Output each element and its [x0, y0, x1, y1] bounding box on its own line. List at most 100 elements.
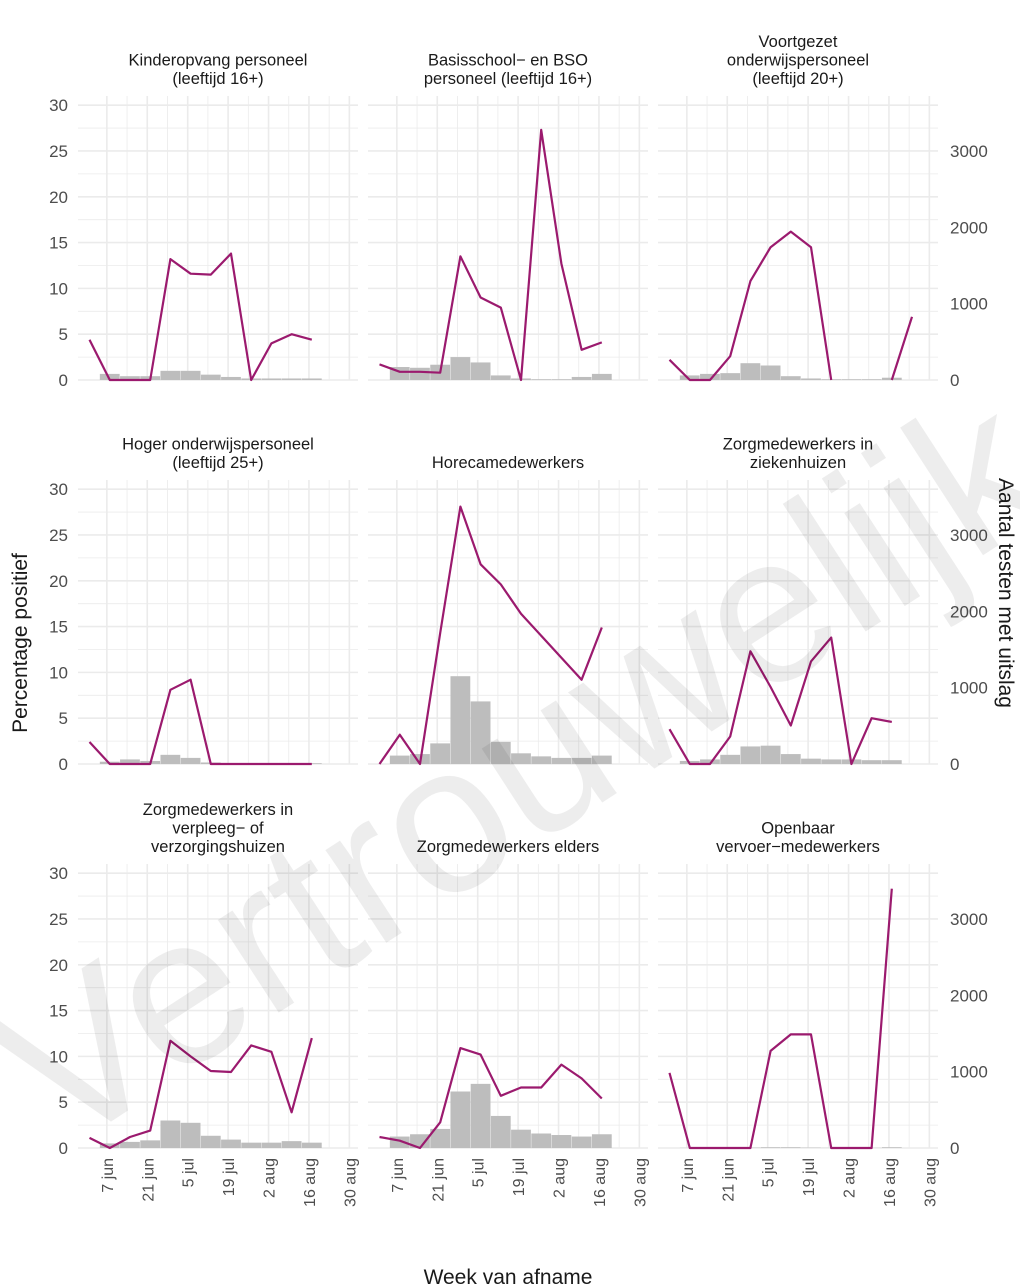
bar-aantal-testen: [511, 1129, 531, 1148]
bar-aantal-testen: [531, 756, 552, 764]
x-tick-label: 2 aug: [262, 1158, 279, 1198]
bar-aantal-testen: [740, 363, 761, 380]
bar-aantal-testen: [180, 757, 201, 764]
bar-aantal-testen: [281, 378, 302, 380]
x-tick-label: 30 aug: [922, 1158, 939, 1207]
y-tick-label-right: 2000: [950, 986, 988, 1005]
line-percentage-positief: [88, 678, 312, 766]
y-tick-label-left: 25: [49, 526, 68, 545]
line-percentage-positief: [379, 128, 603, 382]
panel-title: Zorgmedewerkers elders: [417, 838, 599, 856]
y-tick-label-left: 10: [49, 663, 68, 682]
line-percentage-positief: [668, 636, 892, 766]
bar-aantal-testen: [531, 1133, 552, 1148]
bar-aantal-testen: [531, 379, 552, 380]
line-percentage-positief: [89, 1037, 313, 1150]
y-tick-label-right: 0: [950, 1139, 959, 1158]
panel-title: vervoer−medewerkers: [716, 838, 880, 856]
panel-title: ziekenhuizen: [750, 454, 846, 472]
y-tick-label-right: 0: [950, 371, 959, 390]
line-percentage-positief: [378, 505, 603, 766]
x-tick-label: 21 jun: [140, 1158, 157, 1202]
bar-aantal-testen: [591, 755, 612, 764]
y-tick-label-left: 0: [59, 1139, 68, 1158]
y-tick-label-left: 25: [49, 142, 68, 161]
bar-aantal-testen: [841, 379, 862, 380]
bar-aantal-testen: [490, 1115, 511, 1148]
right-y-axis-label: Aantal testen met uitslag: [994, 478, 1017, 708]
y-tick-label-left: 0: [59, 371, 68, 390]
x-tick-label: 2 aug: [842, 1158, 859, 1198]
x-tick-label: 30 aug: [632, 1158, 649, 1207]
panel-title: personeel (leeftijd 16+): [424, 70, 592, 88]
line-percentage-positief: [379, 1046, 603, 1150]
bar-aantal-testen: [450, 357, 471, 380]
bar-aantal-testen: [470, 362, 491, 380]
bar-aantal-testen: [221, 376, 241, 380]
panel-title: (leeftijd 25+): [172, 454, 263, 472]
panel-title: Basisschool− en BSO: [428, 52, 588, 70]
y-tick-label-right: 1000: [950, 295, 988, 314]
bar-aantal-testen: [801, 758, 821, 764]
y-tick-label-left: 30: [49, 480, 68, 499]
bar-aantal-testen: [801, 378, 821, 380]
y-tick-label-left: 5: [59, 709, 68, 728]
y-tick-label-right: 1000: [950, 679, 988, 698]
y-tick-label-right: 2000: [950, 602, 988, 621]
bar-aantal-testen: [261, 378, 282, 380]
bar-aantal-testen: [160, 1120, 181, 1148]
bar-aantal-testen: [861, 379, 882, 380]
bar-aantal-testen: [430, 1128, 451, 1148]
watermark: Vertrouwelijk: [0, 346, 1020, 1192]
panel-title: verpleeg− of: [172, 820, 264, 838]
bar-aantal-testen: [571, 1136, 592, 1148]
y-tick-label-left: 30: [49, 96, 68, 115]
bar-aantal-testen: [551, 379, 572, 380]
bar-aantal-testen: [450, 1091, 471, 1148]
x-tick-label: 5 jul: [471, 1158, 488, 1187]
bar-aantal-testen: [760, 745, 781, 764]
y-tick-label-left: 10: [49, 1047, 68, 1066]
bar-aantal-testen: [881, 760, 902, 764]
bar-aantal-testen: [821, 759, 842, 764]
y-tick-label-right: 1000: [950, 1063, 988, 1082]
bar-aantal-testen: [740, 746, 761, 764]
bar-aantal-testen: [241, 1142, 262, 1148]
panel-title: (leeftijd 16+): [172, 70, 263, 88]
bar-aantal-testen: [511, 753, 531, 764]
bar-aantal-testen: [861, 760, 882, 764]
y-tick-label-left: 30: [49, 864, 68, 883]
bar-aantal-testen: [720, 754, 741, 764]
x-tick-label: 19 jul: [511, 1158, 528, 1196]
panel-title: Hoger onderwijspersoneel: [122, 436, 314, 454]
x-tick-label: 16 aug: [302, 1158, 319, 1207]
bar-aantal-testen: [591, 1134, 612, 1148]
panel-title: Horecamedewerkers: [432, 454, 584, 472]
panel-title: Kinderopvang personeel: [129, 52, 308, 70]
bar-aantal-testen: [180, 1122, 201, 1148]
y-tick-label-left: 20: [49, 188, 68, 207]
y-tick-label-left: 5: [59, 325, 68, 344]
y-tick-label-left: 25: [49, 910, 68, 929]
y-tick-label-right: 3000: [950, 910, 988, 929]
panel-title: Zorgmedewerkers in: [143, 801, 293, 819]
x-tick-label: 30 aug: [342, 1158, 359, 1207]
x-tick-label: 5 jul: [761, 1158, 778, 1187]
panel-title: Zorgmedewerkers in: [723, 436, 873, 454]
bar-aantal-testen: [470, 701, 491, 764]
bar-aantal-testen: [160, 754, 181, 764]
chart-panel: Zorgmedewerkers elders 7 jun 21 jun 5 jul 19…: [368, 838, 649, 1207]
chart-panel: Kinderopvang personeel(leeftijd 16+) 0 5 10…: [49, 52, 358, 390]
bar-aantal-testen: [571, 757, 592, 764]
bar-aantal-testen: [430, 743, 451, 764]
bar-aantal-testen: [200, 1135, 221, 1148]
bar-aantal-testen: [99, 373, 120, 380]
y-tick-label-left: 20: [49, 572, 68, 591]
x-tick-label: 21 jun: [720, 1158, 737, 1202]
panel-title: Voortgezet: [759, 33, 838, 51]
line-percentage-positief: [668, 230, 833, 382]
x-tick-label: 16 aug: [592, 1158, 609, 1207]
